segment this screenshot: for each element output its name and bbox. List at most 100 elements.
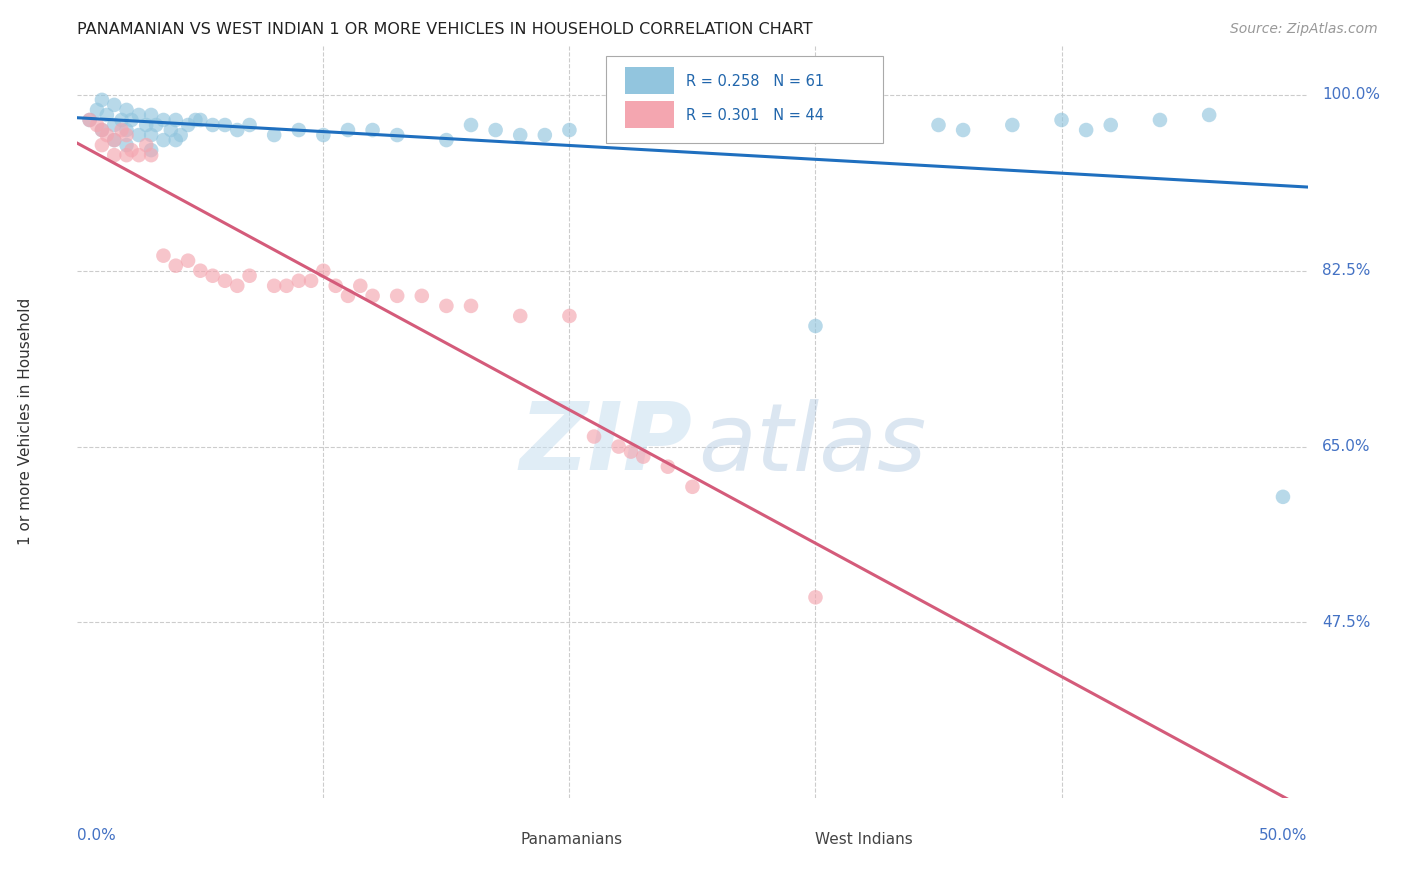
Point (115, 148, 138, 162)
Point (135, 118, 157, 132)
Point (90, 123, 114, 137)
Point (263, 278, 285, 293)
Point (385, 289, 409, 303)
Point (103, 133, 125, 147)
Point (288, 274, 311, 288)
Point (226, 123, 249, 137)
Point (460, 299, 482, 313)
Point (436, 133, 458, 147)
Point (288, 123, 311, 137)
Point (152, 113, 174, 128)
Point (135, 138, 157, 153)
Point (853, 123, 876, 137)
Bar (465, 829, 512, 849)
Point (385, 128, 409, 142)
Point (226, 278, 249, 293)
Text: West Indians: West Indians (815, 831, 914, 847)
Text: R = 0.258   N = 61: R = 0.258 N = 61 (686, 74, 824, 89)
Point (337, 123, 360, 137)
Point (731, 123, 754, 137)
Point (115, 138, 138, 153)
Point (361, 123, 384, 137)
Point (1099, 118, 1122, 132)
Point (141, 148, 163, 162)
Point (607, 440, 630, 454)
Point (214, 118, 236, 132)
Point (1272, 490, 1295, 504)
Point (96, 108, 118, 122)
Text: 82.5%: 82.5% (1323, 263, 1371, 278)
Point (633, 123, 655, 137)
Point (111, 123, 132, 137)
Point (121, 143, 143, 157)
Point (534, 128, 557, 142)
Point (583, 429, 606, 443)
Point (509, 128, 531, 142)
Point (141, 108, 163, 122)
Point (103, 148, 125, 162)
Text: 47.5%: 47.5% (1323, 615, 1371, 630)
Point (188, 264, 212, 278)
Point (361, 289, 384, 303)
Point (128, 148, 150, 162)
FancyBboxPatch shape (606, 56, 883, 143)
Point (90, 123, 114, 137)
Point (1149, 113, 1171, 128)
Point (152, 133, 174, 147)
Text: 1 or more Vehicles in Household: 1 or more Vehicles in Household (18, 298, 34, 545)
Point (128, 108, 150, 122)
Point (201, 118, 224, 132)
Point (804, 591, 827, 605)
Point (90, 93, 114, 107)
Point (620, 444, 643, 458)
Point (558, 309, 581, 323)
Point (165, 259, 187, 273)
Point (952, 123, 974, 137)
Bar (761, 829, 807, 849)
Text: R = 0.301   N = 44: R = 0.301 N = 44 (686, 108, 824, 123)
Point (312, 264, 335, 278)
Point (86, 118, 108, 132)
Point (411, 289, 433, 303)
Point (299, 274, 322, 288)
Point (263, 128, 285, 142)
Point (436, 299, 458, 313)
Point (1076, 123, 1098, 137)
Point (165, 113, 187, 128)
Point (201, 268, 224, 283)
Point (79, 113, 101, 128)
Text: 50.0%: 50.0% (1260, 829, 1308, 844)
Point (633, 450, 655, 464)
Text: Panamanians: Panamanians (520, 831, 623, 847)
Point (239, 118, 262, 132)
Point (90, 138, 114, 153)
Point (165, 133, 187, 147)
Text: atlas: atlas (699, 399, 927, 490)
Point (86, 103, 108, 117)
Point (485, 123, 508, 137)
Point (312, 128, 335, 142)
Point (276, 278, 298, 293)
Point (115, 123, 138, 137)
Bar (624, 67, 673, 94)
Point (128, 128, 150, 142)
Point (103, 98, 125, 112)
Point (115, 128, 138, 142)
Point (509, 309, 531, 323)
Point (657, 459, 679, 474)
Point (152, 249, 174, 263)
Point (657, 128, 679, 142)
Text: 0.0%: 0.0% (77, 829, 117, 844)
Point (184, 113, 207, 128)
Point (928, 118, 950, 132)
Point (79, 113, 101, 128)
Bar (624, 101, 673, 128)
Point (177, 118, 200, 132)
Point (121, 113, 143, 128)
Point (111, 113, 132, 128)
Point (1198, 108, 1220, 122)
Point (214, 274, 236, 288)
Point (103, 118, 125, 132)
Point (177, 253, 200, 268)
Text: ZIP: ZIP (520, 398, 693, 490)
